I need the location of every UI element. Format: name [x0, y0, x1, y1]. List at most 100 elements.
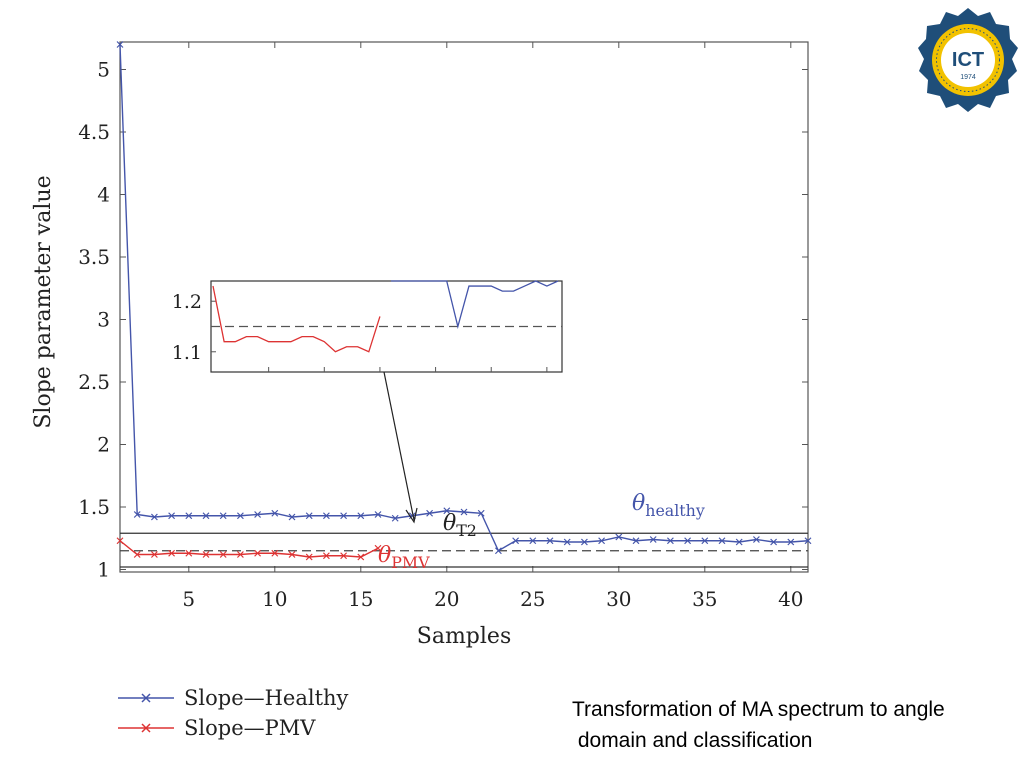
x-tick-label: 40 [778, 587, 803, 611]
x-tick-label: 20 [434, 587, 459, 611]
healthy-series-point [357, 512, 365, 520]
legend-healthy-swatch [118, 693, 174, 703]
pmv-series-point [116, 537, 124, 545]
y-tick-label: 1 [97, 558, 110, 582]
healthy-series-point [494, 547, 502, 555]
healthy-series-point [546, 537, 554, 545]
healthy-series-point [202, 512, 210, 520]
pmv-series-point [185, 549, 193, 557]
pmv-series-point [254, 549, 262, 557]
healthy-series-point [701, 537, 709, 545]
pmv-series-point [133, 551, 141, 558]
zoom-inset: 1.1 1.2 [172, 280, 563, 524]
healthy-series-point [770, 538, 778, 546]
healthy-series-point [168, 512, 176, 520]
series-layer [116, 41, 812, 561]
healthy-series-point [288, 513, 296, 521]
healthy-series-point [684, 537, 692, 545]
chart-axes: 5 10 15 20 25 30 35 40 1 1.5 2 2.5 3 3.5 4 4.5 5 Samples S… [31, 41, 809, 649]
ict-logo: ICT 1974 [918, 8, 1018, 112]
inset-pointer-arrowhead [405, 507, 418, 524]
healthy-series-point [254, 511, 262, 518]
slide-caption: Transformation of MA spectrum to angle d… [572, 694, 1012, 756]
healthy-series-point [477, 509, 485, 517]
healthy-series-point [563, 538, 571, 546]
inset-y-tick-label: 1.2 [172, 291, 202, 313]
healthy-series-point [443, 507, 451, 515]
logo-center [941, 33, 995, 87]
healthy-series-point [116, 41, 124, 48]
healthy-series-point [666, 537, 674, 545]
pmv-series-point [236, 551, 244, 558]
healthy-series-point [219, 512, 227, 520]
theta-healthy-label: θhealthy [632, 491, 705, 520]
y-tick-label: 2 [97, 433, 110, 457]
healthy-series-point [718, 537, 726, 545]
x-tick-label: 25 [520, 587, 545, 611]
plot-frame [119, 41, 809, 573]
pmv-series-point [305, 553, 313, 561]
healthy-series-point [185, 512, 193, 520]
caption-line-2: domain and classification [572, 729, 813, 752]
healthy-series-point [512, 537, 520, 545]
x-tick-label: 30 [606, 587, 631, 611]
healthy-series-point [271, 509, 279, 517]
y-tick-label: 4 [97, 183, 110, 207]
inset-y-tick-label: 1.1 [172, 342, 202, 364]
healthy-series-point [598, 537, 606, 545]
inset-pmv-line [212, 285, 381, 353]
x-tick-label: 35 [692, 587, 717, 611]
y-tick-label: 4.5 [78, 120, 110, 144]
healthy-series-point [580, 538, 588, 546]
inset-healthy-line [391, 280, 559, 330]
healthy-series-point [391, 514, 399, 522]
pmv-series-point [374, 544, 382, 552]
healthy-series-point [133, 511, 141, 518]
pmv-series-point [168, 549, 176, 557]
healthy-series-point [305, 512, 313, 520]
y-axis-label: Slope parameter value [31, 175, 56, 428]
healthy-series-point [804, 537, 812, 545]
theta-t2-label: θT2 [443, 511, 477, 540]
pmv-series-point [288, 551, 296, 558]
y-tick-label: 3 [97, 308, 110, 332]
legend-pmv-label: Slope—PMV [184, 716, 316, 740]
x-axis-label: Samples [417, 624, 511, 649]
pmv-series-point [357, 553, 365, 561]
y-tick-label: 2.5 [78, 370, 110, 394]
y-tick-label: 3.5 [78, 245, 110, 269]
x-tick-label: 5 [182, 587, 195, 611]
healthy-series-point [787, 538, 795, 546]
pmv-series-point [322, 552, 330, 560]
x-tick-label: 10 [262, 587, 287, 611]
theta-pmv-label: θPMV [378, 543, 430, 572]
healthy-series-point [615, 533, 623, 541]
healthy-series-point [529, 537, 537, 545]
threshold-lines [120, 532, 808, 568]
chart-legend: Slope—Healthy Slope—PMV [118, 683, 348, 743]
healthy-series-point [752, 536, 760, 543]
healthy-series-point [322, 512, 330, 520]
inset-pointer-arrow [383, 371, 415, 521]
healthy-series-point [340, 512, 348, 520]
caption-line-1: Transformation of MA spectrum to angle [572, 698, 945, 721]
healthy-series-point [460, 508, 468, 516]
logo-text: ICT [952, 49, 984, 71]
pmv-series-point [202, 551, 210, 558]
healthy-series-point [735, 538, 743, 546]
y-tick-label: 5 [97, 58, 110, 82]
pmv-series-point [340, 552, 348, 560]
y-tick-label: 1.5 [78, 495, 110, 519]
pmv-series-line [119, 540, 379, 558]
healthy-series-point [426, 509, 434, 517]
legend-item-pmv: Slope—PMV [118, 713, 348, 743]
legend-healthy-label: Slope—Healthy [184, 686, 349, 710]
healthy-series-point [649, 536, 657, 543]
pmv-series-point [219, 551, 227, 558]
legend-item-healthy: Slope—Healthy [118, 683, 348, 713]
pmv-series-point [271, 549, 279, 557]
healthy-series-point [632, 537, 640, 545]
pmv-series-point [150, 551, 158, 558]
healthy-series-point [236, 512, 244, 520]
